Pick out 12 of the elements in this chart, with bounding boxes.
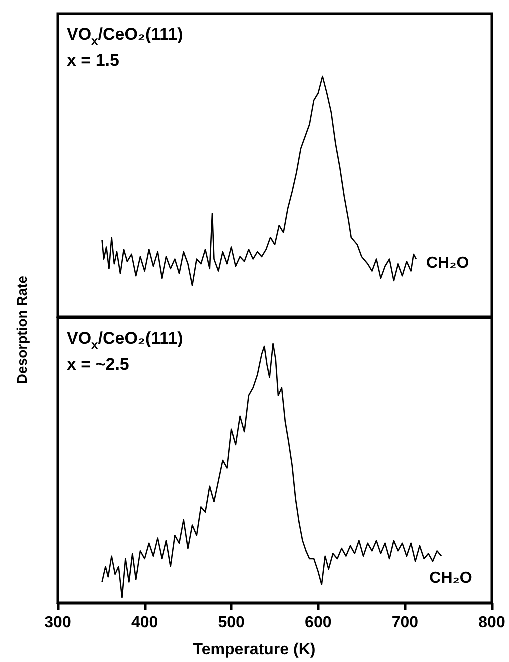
annotation: x = ~2.5 — [67, 355, 130, 374]
x-tick-label: 800 — [478, 614, 506, 632]
series-label: CH₂O — [430, 570, 472, 587]
x-tick-label: 300 — [44, 614, 72, 632]
series-label: CH₂O — [426, 254, 470, 272]
x-axis-title: Temperature (K) — [193, 642, 316, 658]
y-axis-title: Desorption Rate — [14, 276, 30, 384]
x-tick-label: 500 — [218, 614, 246, 632]
x-tick-label: 400 — [131, 614, 158, 632]
x-tick-label: 700 — [392, 614, 419, 632]
text: x = 1.5 — [67, 51, 120, 70]
x-tick-label: 600 — [305, 614, 332, 632]
